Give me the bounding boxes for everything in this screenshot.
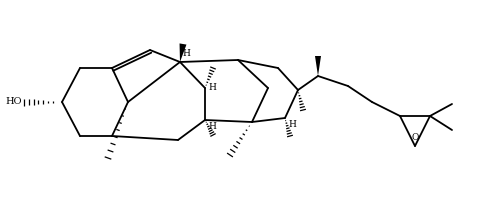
Polygon shape [180,43,186,62]
Text: H: H [288,120,296,129]
Text: H: H [182,49,190,58]
Text: HO: HO [6,98,22,107]
Text: O: O [412,133,418,142]
Text: H: H [208,84,216,93]
Polygon shape [315,56,321,76]
Text: H: H [208,122,216,131]
